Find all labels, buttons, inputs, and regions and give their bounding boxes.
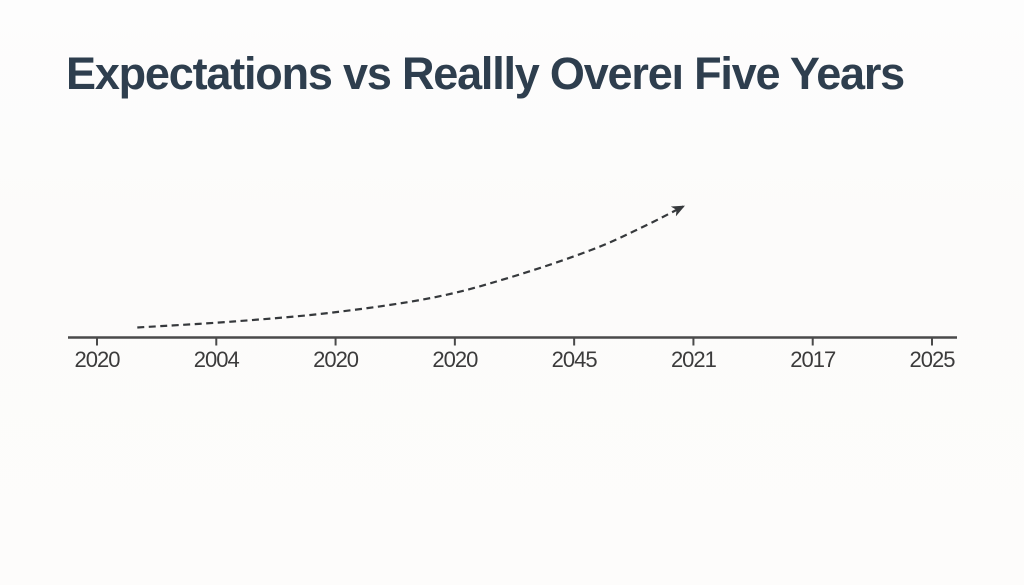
x-axis-tick-label: 2045 [552, 347, 598, 372]
x-axis-tick-label: 2021 [671, 347, 717, 372]
x-axis-tick-label: 2020 [313, 347, 359, 372]
x-axis-tick-label: 2004 [194, 347, 240, 372]
x-axis-tick-label: 2017 [790, 347, 836, 372]
x-axis-tick-label: 2020 [75, 347, 121, 372]
dashed-trend-curve [137, 205, 685, 329]
x-axis-tick-label: 2020 [432, 347, 478, 372]
x-axis-tick-label: 2025 [910, 347, 956, 372]
chart-title: Expectations vs Reallly Overeı Five Year… [66, 48, 905, 99]
